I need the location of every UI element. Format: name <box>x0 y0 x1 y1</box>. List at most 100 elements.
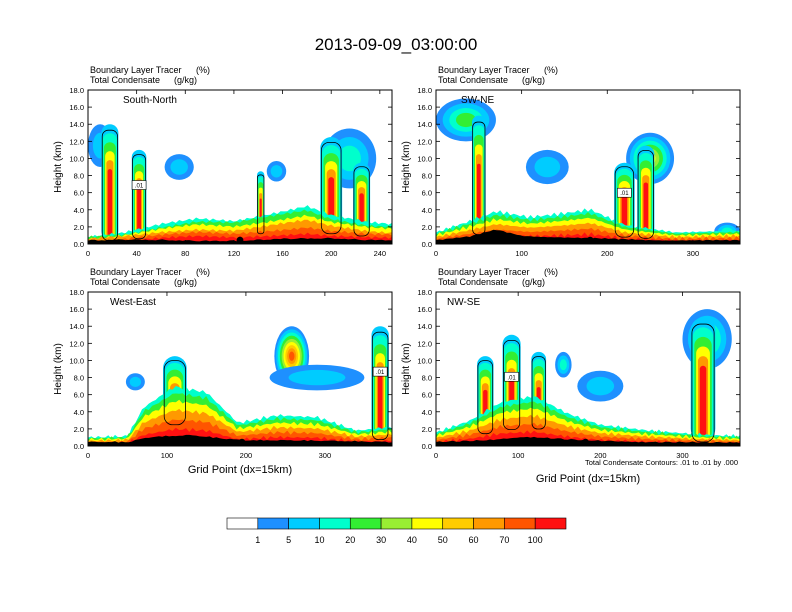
x-tick-label: 100 <box>512 451 525 460</box>
y-tick-label: 2.0 <box>422 425 432 434</box>
contour-label: .01 <box>135 184 144 190</box>
tracer-plume <box>643 182 649 237</box>
panel-unit-condensate: (g/kg) <box>174 277 197 287</box>
y-tick-label: 14.0 <box>69 322 84 331</box>
y-axis-label: Height (km) <box>401 343 412 395</box>
condensate-contour <box>320 142 342 235</box>
y-tick-label: 6.0 <box>74 189 84 198</box>
panel-west-east: Boundary Layer Tracer (%) Total Condensa… <box>53 267 393 476</box>
figure-title: 2013-09-09_03:00:00 <box>315 35 478 54</box>
x-axis-label: Grid Point (dx=15km) <box>536 473 640 485</box>
colorbar-swatch <box>226 517 259 530</box>
panel-sw-ne: Boundary Layer Tracer (%) Total Condensa… <box>401 65 741 258</box>
condensate-contour <box>132 154 147 240</box>
colorbar-label: 70 <box>499 535 509 545</box>
y-tick-label: 6.0 <box>74 391 84 400</box>
x-tick-label: 0 <box>434 451 438 460</box>
y-tick-label: 0.0 <box>74 240 84 249</box>
condensate-contour <box>503 339 521 431</box>
cloud-blob <box>559 359 567 371</box>
panel-label-condensate: Total Condensate <box>90 75 160 85</box>
plot-data-layer: .01 <box>436 98 740 244</box>
x-axis-ticks: 0 100 200 300 <box>434 292 689 460</box>
x-tick-label: 240 <box>374 249 387 258</box>
colorbar-label: 30 <box>376 535 386 545</box>
condensate-contour <box>472 121 486 236</box>
panel-title: South-North <box>123 95 177 106</box>
y-tick-label: 8.0 <box>74 374 84 383</box>
colorbar-label: 100 <box>528 535 543 545</box>
x-tick-label: 0 <box>86 249 90 258</box>
cloud-blob <box>170 159 188 175</box>
x-tick-label: 100 <box>515 249 528 258</box>
colorbar-swatch <box>442 517 474 530</box>
cloud-blob <box>337 145 361 172</box>
panel-unit-tracer: (%) <box>544 267 558 277</box>
colorbar-swatch <box>288 517 320 530</box>
cloud-blob <box>534 156 561 178</box>
colorbar-label: 1 <box>255 535 260 545</box>
x-tick-label: 200 <box>594 451 607 460</box>
panel-unit-tracer: (%) <box>196 65 210 75</box>
colorbar-swatch <box>349 517 382 530</box>
x-tick-label: 300 <box>687 249 700 258</box>
y-tick-label: 12.0 <box>417 137 432 146</box>
y-axis-ticks: 0.0 2.0 4.0 6.0 8.0 10.0 12.0 14.0 16.0 18.0 <box>69 288 392 451</box>
plot-data-layer: .01 <box>88 124 392 244</box>
y-tick-label: 18.0 <box>417 86 432 95</box>
y-tick-label: 0.0 <box>422 240 432 249</box>
y-tick-label: 4.0 <box>74 408 84 417</box>
y-axis-label: Height (km) <box>401 141 412 193</box>
x-tick-label: 200 <box>601 249 614 258</box>
panel-unit-condensate: (g/kg) <box>522 75 545 85</box>
y-tick-label: 2.0 <box>74 223 84 232</box>
x-tick-label: 100 <box>161 451 174 460</box>
cloud-blob <box>270 165 283 178</box>
terrain <box>436 229 740 244</box>
x-tick-label: 200 <box>240 451 253 460</box>
tracer-plume <box>377 371 383 439</box>
condensate-contour <box>477 360 494 435</box>
y-tick-label: 8.0 <box>422 374 432 383</box>
tracer-plume <box>699 365 707 441</box>
footnote: Total Condensate Contours: .01 to .01 by… <box>585 458 738 467</box>
x-axis-label: Grid Point (dx=15km) <box>188 464 292 476</box>
tracer-plume <box>107 169 113 240</box>
colorbar-label: 20 <box>345 535 355 545</box>
cloud-blob <box>129 376 142 387</box>
colorbar-label: 5 <box>286 535 291 545</box>
y-tick-label: 6.0 <box>422 391 432 400</box>
plot-frame <box>87 89 393 245</box>
condensate-contour <box>163 360 186 426</box>
y-axis-ticks: 0.0 2.0 4.0 6.0 8.0 10.0 12.0 14.0 16.0 18.0 <box>417 86 740 249</box>
panel-label-condensate: Total Condensate <box>438 75 508 85</box>
y-tick-label: 10.0 <box>69 154 84 163</box>
terrain <box>88 237 392 244</box>
colorbar: 1 5 10 20 30 40 50 60 70 100 <box>226 517 567 545</box>
panel-unit-tracer: (%) <box>544 65 558 75</box>
site-marker <box>586 236 594 244</box>
cloud-blob <box>288 351 295 361</box>
condensate-contour <box>637 150 654 239</box>
site-marker <box>238 438 246 446</box>
y-tick-label: 10.0 <box>417 154 432 163</box>
condensate-contour <box>531 356 546 430</box>
panel-unit-tracer: (%) <box>196 267 210 277</box>
colorbar-swatch <box>257 517 289 530</box>
y-tick-label: 12.0 <box>69 339 84 348</box>
y-tick-label: 14.0 <box>417 120 432 129</box>
y-tick-label: 16.0 <box>417 305 432 314</box>
panel-title: West-East <box>110 297 156 308</box>
tracer-plume <box>137 185 142 238</box>
cloud-blob <box>455 112 476 128</box>
colorbar-label: 50 <box>438 535 448 545</box>
panel-title: NW-SE <box>447 297 480 308</box>
y-tick-label: 2.0 <box>74 425 84 434</box>
y-tick-label: 16.0 <box>69 305 84 314</box>
y-tick-label: 0.0 <box>74 442 84 451</box>
contour-label: .01 <box>376 370 385 376</box>
cloud-blob <box>586 376 615 396</box>
colorbar-swatch <box>473 517 505 530</box>
y-tick-label: 14.0 <box>417 322 432 331</box>
